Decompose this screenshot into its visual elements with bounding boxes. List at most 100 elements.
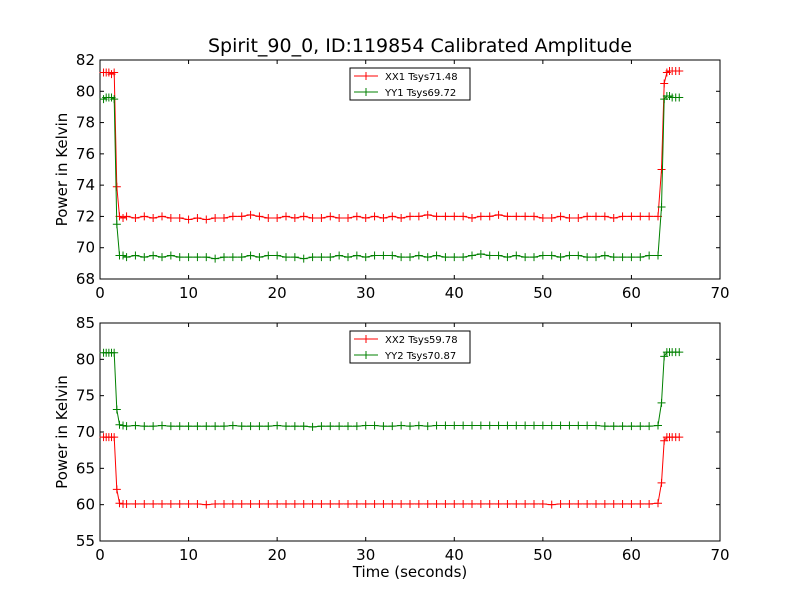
data-point [211,422,220,431]
data-point [140,253,149,262]
data-point [273,499,282,508]
data-point [636,499,645,508]
data-point [388,422,397,431]
data-point [158,499,166,508]
data-point [158,421,166,430]
data-point [503,499,512,508]
data-point [627,499,636,508]
data-point [370,212,379,221]
data-point [645,499,654,508]
data-point [530,253,538,262]
data-point [246,251,255,260]
data-point [423,253,432,262]
data-point [282,422,290,431]
data-point [565,251,574,260]
y-tick-label: 85 [76,314,95,332]
data-point [406,499,414,508]
data-point [326,212,335,221]
data-point [556,499,565,508]
x-tick-label: 20 [268,546,287,564]
data-point [574,213,583,222]
data-point [414,421,423,430]
data-point [565,421,574,430]
data-point [521,212,530,221]
x-tick-label: 50 [533,546,552,564]
data-point [459,499,468,508]
y-tick-label: 78 [76,114,95,132]
data-point [119,251,128,260]
data-point [264,251,273,260]
data-point [645,422,654,431]
series-0 [99,66,684,224]
data-point [273,213,282,222]
data-point [636,253,645,262]
series-1 [99,91,684,263]
chart-title: Spirit_90_0, ID:119854 Calibrated Amplit… [208,35,632,57]
data-point [149,213,158,222]
data-point [317,213,326,222]
data-point [158,212,166,221]
x-tick-label: 40 [445,284,464,302]
x-tick-label: 60 [622,546,641,564]
data-point [228,499,237,508]
data-point [326,499,335,508]
data-point [202,500,211,509]
y-tick-label: 76 [76,145,95,163]
data-point [636,422,645,431]
data-point [485,499,494,508]
data-point [459,421,468,430]
data-point [237,499,246,508]
data-point [645,212,654,221]
data-point [414,251,423,260]
data-point [175,422,184,431]
data-point [485,212,494,221]
data-point [485,251,494,260]
data-point [264,213,273,222]
data-point [574,251,583,260]
data-point [352,422,361,431]
data-point [211,499,220,508]
y-tick-label: 68 [76,270,95,288]
data-point [175,253,184,262]
data-point [583,253,592,262]
data-point [299,422,308,431]
data-point [352,212,361,221]
data-point [131,251,140,260]
data-point [397,499,406,508]
data-point [317,499,326,508]
data-point [512,499,521,508]
data-point [158,253,166,262]
data-point [166,499,175,508]
x-tick-label: 70 [710,284,729,302]
data-point [220,422,228,431]
data-point [290,253,299,262]
data-point [149,251,158,260]
data-point [583,499,592,508]
data-point [131,499,140,508]
data-point [335,251,344,260]
data-point [503,421,512,430]
series-0 [99,433,684,509]
data-point [592,421,600,430]
data-point [326,422,335,431]
data-point [657,203,666,212]
x-tick-label: 70 [710,546,729,564]
data-point [600,251,609,260]
data-point [592,253,600,262]
data-point [530,421,538,430]
data-point [423,499,432,508]
y-tick-label: 60 [76,496,95,514]
x-tick-label: 30 [356,546,375,564]
data-point [184,422,193,431]
legend-marker [362,88,370,96]
data-point [441,253,450,262]
data-point [636,212,645,221]
data-point [538,213,547,222]
data-point [494,421,503,430]
data-point [282,253,290,262]
data-point [140,499,149,508]
data-point [308,213,317,222]
data-point [441,212,450,221]
legend-label: XX2 Tsys59.78 [385,335,458,346]
data-point [211,254,220,263]
